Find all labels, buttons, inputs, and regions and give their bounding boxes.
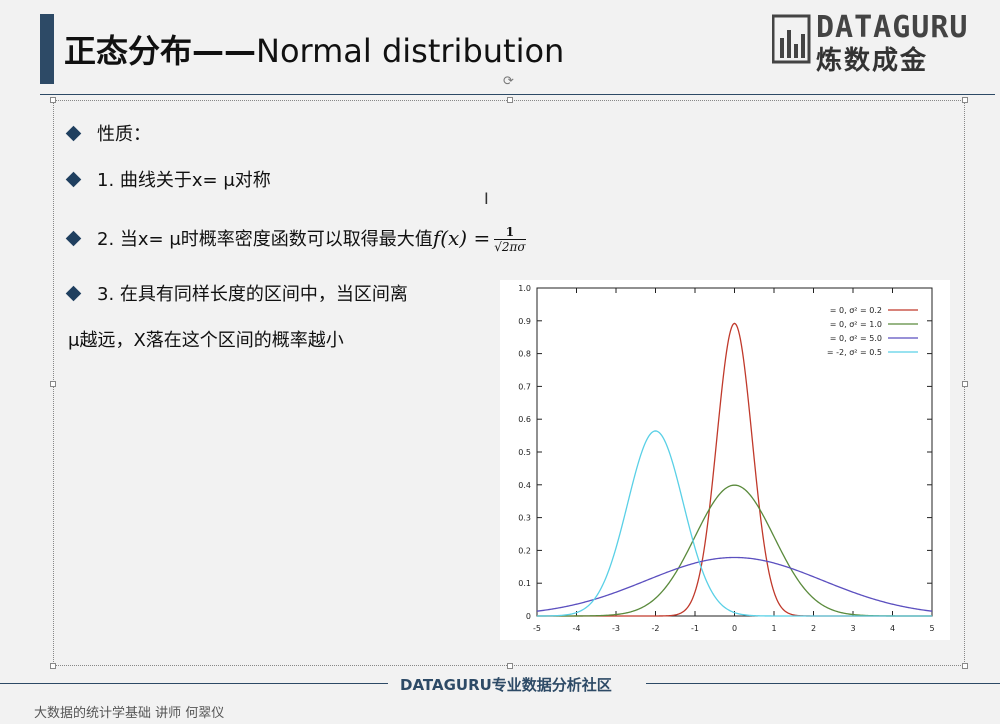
series-line-4: [536, 430, 932, 617]
x-tick-label: 1: [771, 624, 776, 633]
title-en: Normal distribution: [256, 32, 565, 70]
footer-line-right: [646, 683, 1000, 684]
resize-handle[interactable]: [507, 663, 513, 669]
content-textbox[interactable]: [50, 97, 968, 669]
logo-cn: 炼数成金: [816, 46, 929, 76]
x-tick-label: -5: [533, 624, 541, 633]
x-tick-label: -4: [573, 624, 581, 633]
footer-community: DATAGURU专业数据分析社区: [400, 676, 612, 694]
normal-distribution-chart: -5 -4 -3 -2 -1 0 1 2 3 4 5 0 0.1 0.2 0.3 0.4 0.5 0.6 0.7 0.…: [500, 280, 950, 640]
title-accent-bar: [40, 14, 54, 84]
legend-label-1: = 0, σ² = 0.2: [830, 306, 882, 315]
x-tick-label: 5: [929, 624, 934, 633]
chart-background: [500, 280, 950, 640]
resize-handle[interactable]: [962, 663, 968, 669]
logo-bars-icon: [772, 14, 811, 64]
diamond-bullet-icon: [65, 285, 82, 301]
y-tick-label: 0.4: [518, 481, 531, 490]
footer-line-left: [0, 683, 388, 684]
legend-label-4: = -2, σ² = 0.5: [827, 348, 882, 357]
resize-handle[interactable]: [962, 97, 968, 103]
y-tick-label: 0.8: [518, 350, 531, 359]
title-cn: 正态分布——: [64, 32, 257, 70]
series-line-3: [536, 556, 933, 612]
x-tick-label: -2: [652, 624, 660, 633]
y-tick-label: 0.9: [518, 317, 531, 326]
x-tick-label: 3: [850, 624, 855, 633]
resize-handle[interactable]: [50, 381, 56, 387]
bullet-symmetry: 1. 曲线关于x= μ对称: [65, 166, 271, 192]
chart-legend: = 0, σ² = 0.2 = 0, σ² = 1.0 = 0, σ² = 5.0 =…: [827, 306, 918, 357]
course-caption: 大数据的统计学基础 讲师 何翠仪: [34, 706, 225, 721]
diamond-bullet-icon: [65, 171, 82, 187]
x-tick-label: 2: [811, 624, 816, 633]
bullet-properties: 性质：: [65, 120, 151, 146]
slide-title: 正态分布——Normal distribution: [64, 26, 564, 72]
bullet-maximum: 2. 当x= μ时概率密度函数可以取得最大值f(x) = 1 √2πσ: [65, 225, 526, 254]
x-tick-label: 4: [890, 624, 895, 633]
legend-label-2: = 0, σ² = 1.0: [830, 320, 882, 329]
chart-ticks: -5 -4 -3 -2 -1 0 1 2 3 4 5 0 0.1 0.2 0.3 0.4 0.5 0.6 0.7 0.…: [518, 284, 934, 633]
legend-label-3: = 0, σ² = 5.0: [830, 334, 882, 343]
logo-brand: DATAGURU: [816, 10, 969, 45]
text-cursor-icon: I: [484, 189, 489, 208]
y-tick-label: 0.7: [518, 382, 531, 391]
x-tick-label: -1: [691, 624, 699, 633]
diamond-bullet-icon: [65, 125, 82, 141]
resize-handle[interactable]: [507, 97, 513, 103]
header-divider: [40, 94, 995, 95]
y-tick-label: 0.1: [518, 579, 531, 588]
y-tick-label: 0: [526, 612, 531, 621]
pdf-max-formula: f(x) = 1 √2πσ: [432, 225, 526, 254]
y-tick-label: 1.0: [518, 284, 531, 293]
bullet-interval: 3. 在具有同样长度的区间中，当区间离: [65, 280, 408, 306]
bullet-interval-continued: μ越远，X落在这个区间的概率越小: [68, 330, 344, 351]
resize-handle[interactable]: [50, 97, 56, 103]
chart-frame: [500, 280, 950, 640]
x-tick-label: 0: [732, 624, 737, 633]
resize-handle[interactable]: [50, 663, 56, 669]
y-tick-label: 0.3: [518, 514, 531, 523]
y-tick-label: 0.6: [518, 415, 531, 424]
diamond-bullet-icon: [65, 230, 82, 246]
resize-handle[interactable]: [962, 381, 968, 387]
chart-lines: [536, 322, 933, 617]
y-tick-label: 0.2: [518, 546, 531, 555]
y-tick-label: 0.5: [518, 448, 531, 457]
dataguru-logo: DATAGURU 炼数成金: [772, 10, 977, 76]
rotate-handle-icon[interactable]: ⟳: [503, 74, 514, 89]
x-tick-label: -3: [612, 624, 620, 633]
